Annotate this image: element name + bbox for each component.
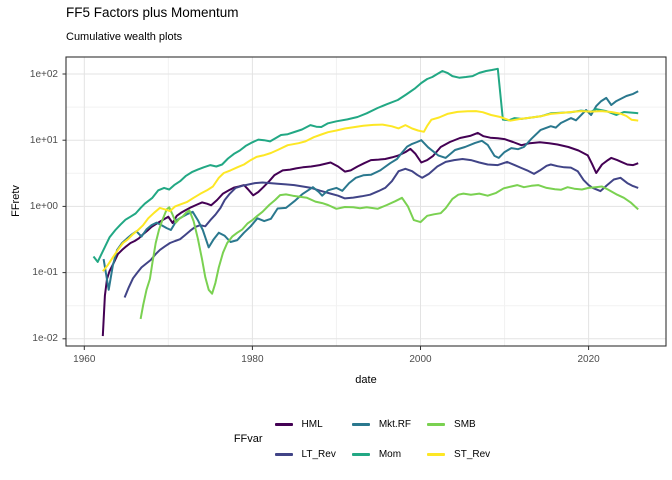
series-line-ST_Rev xyxy=(102,110,639,272)
legend-item-SMB: SMB xyxy=(427,419,490,430)
legend-item-Mkt.RF: Mkt.RF xyxy=(351,418,412,430)
panel-border xyxy=(65,56,667,347)
legend-key-line-icon xyxy=(427,422,446,426)
legend: FFvar HML LT_Rev Mkt.RF Mom SMB ST_Rev xyxy=(26,409,672,469)
legend-entries: HML LT_Rev Mkt.RF Mom SMB ST_Rev xyxy=(274,409,490,469)
x-axis-title: date xyxy=(355,374,377,386)
legend-label: ST_Rev xyxy=(454,448,491,460)
legend-key-line-icon xyxy=(427,452,446,456)
x-tick-label: 2020 xyxy=(577,354,600,365)
series-line-LT_Rev xyxy=(123,158,639,298)
x-tick-label: 1980 xyxy=(241,354,264,365)
legend-label: Mom xyxy=(378,448,402,460)
legend-key-line-icon xyxy=(274,422,293,426)
legend-item-HML: HML xyxy=(274,418,336,430)
y-tick-label: 1e-02 xyxy=(32,333,58,345)
chart-title: FF5 Factors plus Momentum xyxy=(66,5,239,20)
x-tick-label: 2000 xyxy=(409,354,432,365)
legend-label: HML xyxy=(301,418,323,430)
legend-item-LT_Rev: LT_Rev xyxy=(274,448,336,460)
y-tick-label: 1e+01 xyxy=(29,134,58,146)
chart-subtitle: Cumulative wealth plots xyxy=(66,31,183,43)
legend-label: SMB xyxy=(454,418,476,430)
legend-key-line-icon xyxy=(351,422,370,426)
legend-item-ST_Rev: ST_Rev xyxy=(427,449,490,460)
legend-item-Mom: Mom xyxy=(351,448,411,460)
series-line-SMB xyxy=(139,184,639,320)
y-tick-label: 1e+02 xyxy=(29,68,58,80)
legend-title: FFvar xyxy=(233,433,263,445)
series-line-Mkt.RF xyxy=(102,90,639,291)
x-tick-label: 1960 xyxy=(73,354,96,365)
series-line-HML xyxy=(101,131,639,337)
legend-label: LT_Rev xyxy=(301,448,336,460)
y-tick-label: 1e-01 xyxy=(32,267,58,279)
y-axis-title: FFretv xyxy=(10,185,22,217)
legend-key-line-icon xyxy=(351,452,370,456)
legend-label: Mkt.RF xyxy=(378,418,412,430)
legend-key-line-icon xyxy=(274,452,293,456)
y-tick-label: 1e+00 xyxy=(29,200,58,212)
